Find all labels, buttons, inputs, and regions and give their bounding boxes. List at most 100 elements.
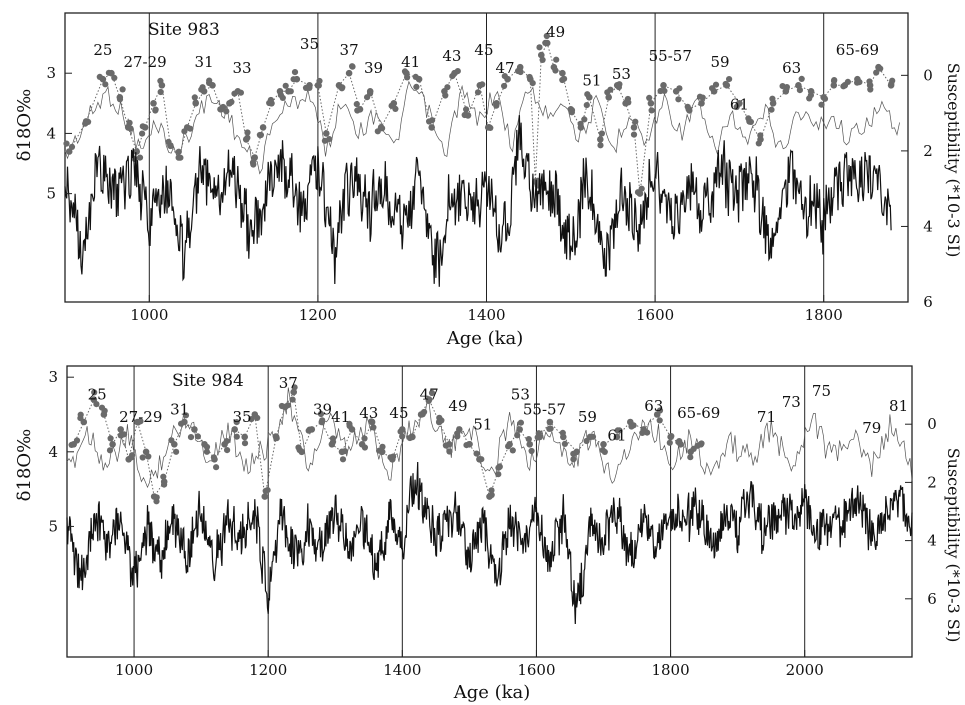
d18o-point xyxy=(449,73,456,80)
stage-label: 41 xyxy=(401,53,420,71)
d18o-point xyxy=(495,471,502,478)
d18o-point xyxy=(486,124,493,131)
d18o-point xyxy=(289,396,296,403)
d18o-point xyxy=(428,389,436,397)
d18o-point xyxy=(77,411,84,418)
d18o-point xyxy=(96,73,103,80)
d18o-point xyxy=(712,81,720,88)
d18o-point xyxy=(178,420,185,427)
d18o-point xyxy=(105,69,112,76)
d18o-point xyxy=(404,74,411,81)
d18o-point xyxy=(516,426,523,433)
d18o-point xyxy=(319,417,326,424)
d18o-point xyxy=(501,82,508,90)
d18o-point xyxy=(233,419,240,426)
y-tick-label-right: 4 xyxy=(927,532,937,550)
y-tick-label-right: 0 xyxy=(923,66,933,84)
stage-label: 63 xyxy=(782,59,801,77)
d18o-point xyxy=(63,140,70,147)
d18o-point xyxy=(228,98,235,106)
d18o-point xyxy=(425,397,432,404)
susceptibility-line xyxy=(64,115,892,287)
d18o-point xyxy=(755,140,762,147)
d18o-point xyxy=(604,89,611,96)
x-tick-label: 1800 xyxy=(651,661,689,679)
d18o-point xyxy=(436,414,443,421)
stage-label: 31 xyxy=(170,401,189,419)
d18o-point xyxy=(317,410,325,418)
d18o-point xyxy=(346,420,353,427)
d18o-point xyxy=(534,434,541,441)
d18o-point xyxy=(68,441,75,448)
d18o-point xyxy=(584,91,591,98)
d18o-point xyxy=(757,132,764,139)
site-label: Site 983 xyxy=(148,20,220,40)
d18o-point xyxy=(538,51,545,59)
d18o-point xyxy=(187,434,195,441)
d18o-point xyxy=(157,77,164,84)
stage-label: 27-29 xyxy=(123,53,166,71)
d18o-point xyxy=(493,102,500,109)
d18o-point xyxy=(379,125,386,132)
stage-label: 65-69 xyxy=(836,41,879,59)
d18o-point xyxy=(223,438,230,445)
d18o-point xyxy=(479,81,486,88)
d18o-point xyxy=(191,94,198,101)
d18o-point xyxy=(517,419,525,426)
y-tick-label-left: 4 xyxy=(48,443,58,461)
d18o-point xyxy=(338,85,345,92)
d18o-point xyxy=(370,424,377,431)
d18o-point xyxy=(818,101,825,108)
stage-label: 55-57 xyxy=(523,401,566,419)
d18o-point xyxy=(290,388,298,396)
d18o-point xyxy=(259,124,267,131)
d18o-point xyxy=(873,69,880,76)
d18o-point xyxy=(687,454,694,461)
d18o-point xyxy=(478,456,485,463)
d18o-point xyxy=(668,433,675,440)
d18o-point xyxy=(323,130,330,137)
d18o-point xyxy=(168,437,175,444)
d18o-point xyxy=(231,90,238,97)
d18o-point xyxy=(536,44,543,51)
d18o-point xyxy=(840,83,847,90)
y-tick-label-left: 5 xyxy=(48,517,58,535)
d18o-point xyxy=(117,426,124,433)
d18o-point xyxy=(546,425,553,432)
d18o-point xyxy=(546,418,554,426)
d18o-point xyxy=(454,433,461,440)
d18o-point xyxy=(796,87,804,94)
d18o-point xyxy=(248,416,255,423)
d18o-point xyxy=(647,100,655,107)
y-tick-label-right: 4 xyxy=(923,217,933,235)
d18o-point xyxy=(597,142,604,149)
d18o-point xyxy=(150,100,157,107)
d18o-point xyxy=(501,73,508,80)
d18o-point xyxy=(600,441,607,448)
d18o-point xyxy=(698,100,705,107)
d18o-point xyxy=(601,448,608,455)
d18o-point xyxy=(353,101,360,108)
stage-label: 63 xyxy=(644,397,663,415)
d18o-point xyxy=(517,68,524,76)
d18o-point xyxy=(413,83,420,90)
stage-label: 45 xyxy=(389,404,408,422)
y-axis-label-left: δ18O‰ xyxy=(14,429,35,502)
d18o-point xyxy=(605,94,612,101)
d18o-point xyxy=(345,69,353,77)
d18o-reference-line xyxy=(66,387,913,489)
x-tick-label: 1200 xyxy=(249,661,287,679)
d18o-point xyxy=(657,87,664,95)
d18o-point xyxy=(598,130,606,137)
d18o-point xyxy=(282,82,289,89)
d18o-point xyxy=(539,56,546,64)
d18o-point xyxy=(152,106,159,113)
x-axis-label: Age (ka) xyxy=(453,682,531,703)
d18o-reference-line xyxy=(64,80,900,175)
x-tick-label: 1000 xyxy=(115,661,153,679)
stage-label: 65-69 xyxy=(677,404,720,422)
d18o-point xyxy=(795,82,802,89)
d18o-point xyxy=(137,418,144,425)
